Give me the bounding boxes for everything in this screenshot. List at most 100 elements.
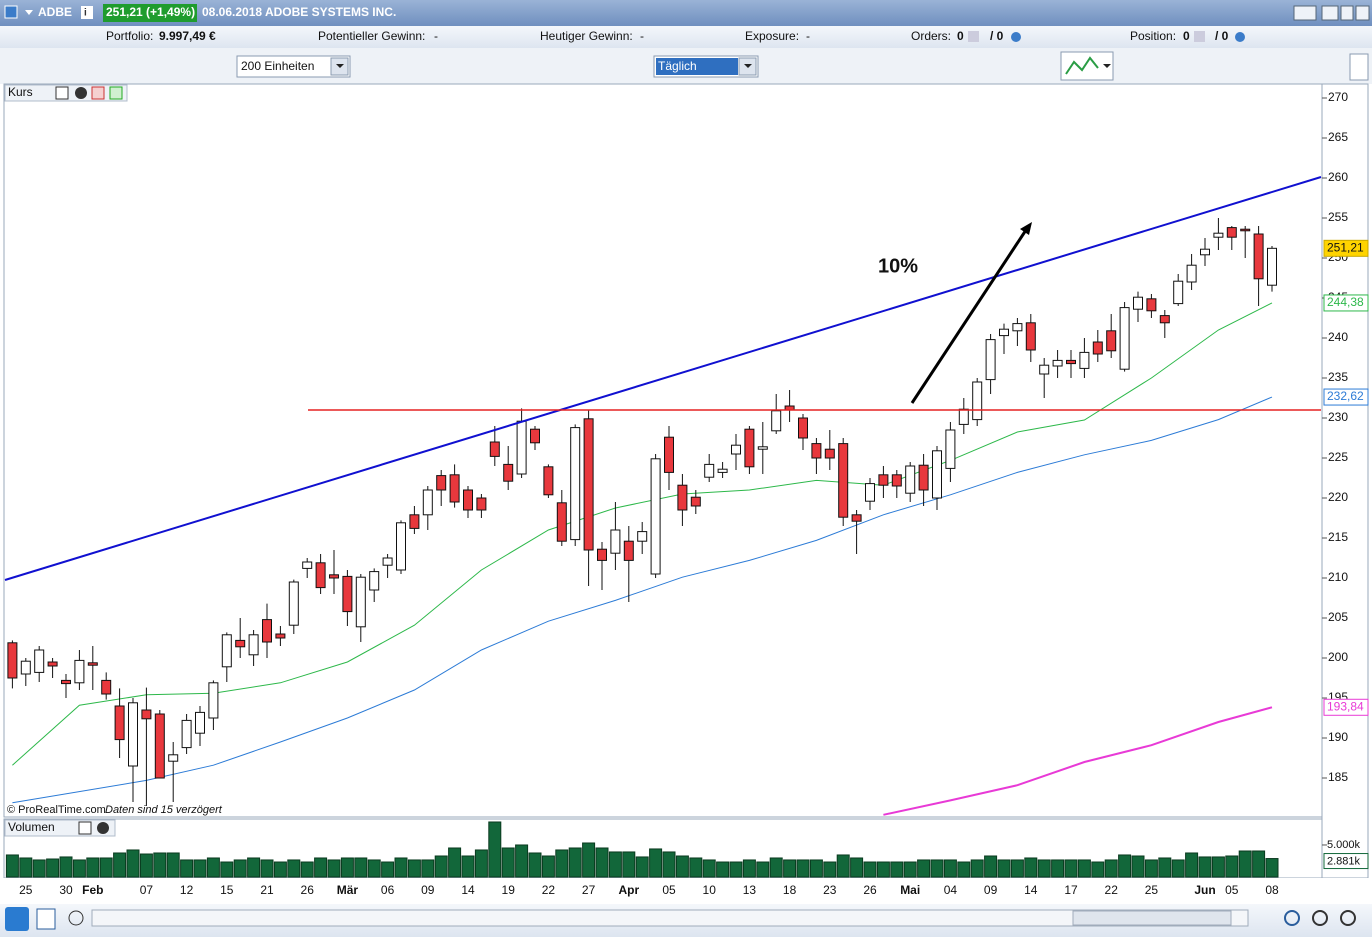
volume-bar <box>1077 859 1091 878</box>
y-tick-label: 270 <box>1328 90 1348 104</box>
volume-bar <box>622 851 636 878</box>
volume-bar <box>434 855 448 878</box>
volume-bar <box>809 859 823 878</box>
maximize-button[interactable] <box>1340 5 1354 21</box>
candle-body <box>690 496 701 507</box>
indicator-icon <box>1065 56 1099 75</box>
close-button[interactable] <box>1355 5 1370 21</box>
volume-bar <box>300 861 314 878</box>
candle-body <box>1213 232 1224 238</box>
x-tick-label: 09 <box>421 883 435 897</box>
panel-down-icon[interactable] <box>91 86 105 100</box>
x-tick-label: 10 <box>703 883 717 897</box>
period-select-text: Täglich <box>658 59 697 73</box>
moving-average-label: 232,62 <box>1327 389 1364 403</box>
candle-body <box>610 529 621 554</box>
volume-bar <box>113 852 127 878</box>
volume-bar <box>957 861 971 878</box>
share-button[interactable] <box>5 907 29 931</box>
scrollbar-thumb[interactable] <box>1072 910 1232 926</box>
volume-bar <box>716 861 730 878</box>
candle-body <box>664 436 674 473</box>
last-volume-box <box>1323 853 1369 870</box>
orders-cancel-icon[interactable] <box>968 31 979 42</box>
volume-bar <box>421 859 435 878</box>
candle-body <box>985 339 996 381</box>
volume-bar <box>515 844 529 878</box>
y-tick-label: 230 <box>1328 410 1348 424</box>
volume-bar <box>1091 861 1105 878</box>
volume-bar <box>756 861 770 878</box>
position-cancel-icon[interactable] <box>1194 31 1205 42</box>
volume-bar <box>675 855 689 878</box>
scrollbar[interactable] <box>91 909 1249 927</box>
volume-bar <box>72 859 86 878</box>
y-tick-label: 240 <box>1328 330 1348 344</box>
layout-button[interactable] <box>36 908 56 930</box>
candle-body <box>1159 315 1170 324</box>
volume-panel-label: Volumen <box>8 820 55 834</box>
moving-average-label-box <box>1323 698 1369 716</box>
arrow-shaft <box>910 229 1028 404</box>
keyboard-button[interactable] <box>1293 5 1317 21</box>
indicator-button[interactable] <box>1060 51 1114 81</box>
candle-body <box>932 450 942 499</box>
volume-bar <box>568 847 582 878</box>
zoom-fit-button[interactable] <box>1284 910 1300 926</box>
candle-body <box>637 531 648 542</box>
period-select-arrow <box>744 64 752 68</box>
potential-value: - <box>434 29 438 43</box>
candle-body <box>1226 227 1237 238</box>
panel-up-icon[interactable] <box>109 86 123 100</box>
candle-body <box>811 443 822 459</box>
panel-close-icon[interactable] <box>75 87 87 99</box>
dropdown-arrow[interactable] <box>25 10 33 15</box>
candle-body <box>436 475 447 491</box>
volume-bar <box>635 856 649 878</box>
zoom-out-button[interactable] <box>1312 910 1328 926</box>
position-settings-icon[interactable] <box>1235 32 1245 42</box>
units-select-text: 200 Einheiten <box>241 59 314 73</box>
x-tick-label: 08 <box>1265 883 1279 897</box>
volume-bar <box>943 859 957 878</box>
candle-body <box>757 446 768 450</box>
orders-settings-icon[interactable] <box>1011 32 1021 42</box>
x-tick-label: 18 <box>783 883 797 897</box>
today-value: - <box>640 29 644 43</box>
volume-bar <box>595 847 609 878</box>
minimize-button[interactable] <box>1321 5 1339 21</box>
y-tick-label: 205 <box>1328 610 1348 624</box>
x-tick-label: 07 <box>140 883 154 897</box>
units-select[interactable] <box>236 55 351 78</box>
x-tick-label: 21 <box>260 883 274 897</box>
volume-bar <box>997 859 1011 878</box>
zoom-in-button[interactable] <box>1340 910 1356 926</box>
date-axis <box>0 878 1372 904</box>
candle-body <box>1267 247 1277 286</box>
x-tick-label: 06 <box>381 883 395 897</box>
indicator-arrow <box>1103 64 1111 68</box>
candle-body <box>315 562 326 589</box>
volume-close-icon[interactable] <box>97 822 109 834</box>
settings-button[interactable] <box>68 910 84 926</box>
volume-bar <box>783 859 797 878</box>
candle-body <box>1106 330 1117 352</box>
volume-window-icon[interactable] <box>78 821 92 835</box>
y-tick-label: 200 <box>1328 650 1348 664</box>
volume-bar <box>1104 859 1118 878</box>
candle-body <box>543 466 554 496</box>
panel-window-icon[interactable] <box>55 86 69 100</box>
candle-body <box>771 410 782 432</box>
volume-bar <box>99 857 113 878</box>
candle-body <box>530 428 540 444</box>
info-icon[interactable] <box>81 6 93 19</box>
y-tick-label: 265 <box>1328 130 1348 144</box>
candle-body <box>1186 264 1197 283</box>
volume-bar <box>59 856 73 878</box>
side-panel-button[interactable] <box>1349 53 1369 81</box>
candle-body <box>838 443 849 518</box>
price-panel-label: Kurs <box>8 85 33 99</box>
volume-bar <box>247 857 261 878</box>
candle-body <box>329 574 339 579</box>
moving-average <box>12 396 1273 804</box>
